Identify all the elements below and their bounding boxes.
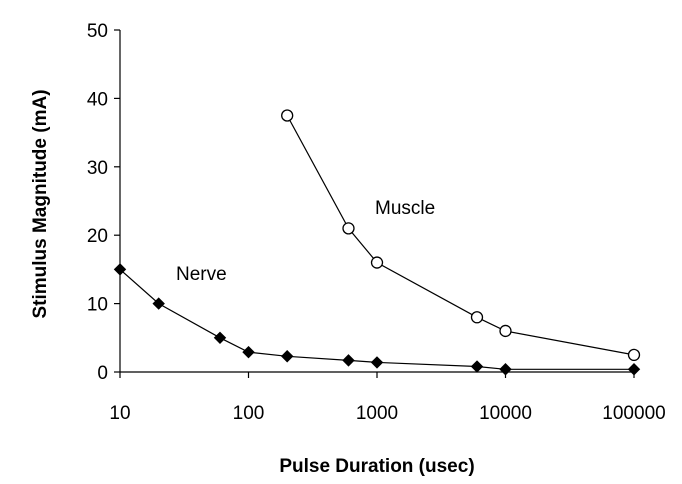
y-axis-title: Stimulus Magnitude (mA) (30, 89, 51, 318)
y-tick-label: 0 (97, 363, 108, 384)
y-tick-label: 50 (87, 21, 108, 42)
data-point-nerve (242, 345, 255, 359)
series-line-muscle (286, 115, 635, 356)
data-point-muscle (342, 222, 355, 235)
y-ticks: 0 10 20 30 40 50 (87, 21, 120, 384)
series-label-muscle: Muscle (375, 198, 435, 219)
data-point-muscle (370, 256, 384, 269)
data-point-nerve (113, 263, 127, 276)
y-tick-label: 40 (87, 89, 108, 110)
data-point-nerve (627, 363, 641, 376)
series-line-nerve (119, 268, 634, 370)
x-axis-title: Pulse Duration (usec) (279, 456, 474, 477)
x-tick-label: 100 (233, 403, 265, 424)
data-point-muscle (627, 348, 641, 362)
data-point-muscle (499, 324, 512, 338)
x-tick-label: 100000 (602, 403, 665, 424)
x-tick-label: 10000 (479, 403, 532, 424)
plot-area (113, 109, 641, 376)
data-point-nerve (342, 354, 355, 367)
y-tick-label: 10 (87, 295, 108, 316)
x-ticks: 10 100 1000 10000 100000 (109, 372, 666, 424)
data-point-muscle (470, 311, 484, 324)
series-label-nerve: Nerve (176, 264, 227, 285)
x-tick-label: 10 (109, 403, 130, 424)
y-tick-label: 20 (87, 226, 108, 247)
data-point-nerve (213, 331, 227, 345)
y-tick-label: 30 (87, 158, 108, 179)
x-tick-label: 1000 (356, 403, 398, 424)
data-point-nerve (499, 363, 512, 376)
data-point-nerve (370, 356, 384, 369)
data-point-nerve (152, 297, 165, 310)
data-point-nerve (280, 350, 294, 363)
data-point-nerve (470, 360, 484, 373)
data-point-muscle (281, 109, 294, 122)
